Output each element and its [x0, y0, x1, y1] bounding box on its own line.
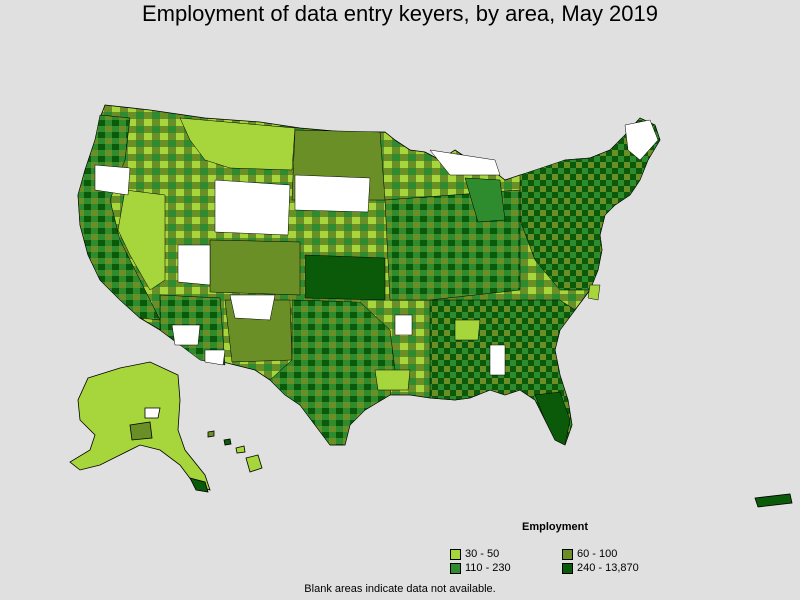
legend-item-4: 240 - 13,870 — [562, 562, 639, 574]
alaska-blank — [144, 407, 161, 419]
region-blank-6 — [204, 349, 226, 366]
hawaii-maui — [235, 445, 246, 454]
footnote: Blank areas indicate data not available. — [304, 583, 496, 595]
region-michigan-upper-blank — [429, 149, 501, 176]
legend-swatch-3 — [450, 562, 461, 574]
legend-swatch-2 — [562, 548, 573, 560]
hawaii-big-island — [245, 454, 263, 473]
legend-swatch-4 — [562, 562, 573, 574]
region-blank-3 — [94, 164, 131, 196]
region-blank-4 — [229, 294, 276, 321]
puerto-rico-shape — [754, 493, 793, 508]
region-light-1 — [587, 284, 601, 301]
legend-label-3: 110 - 230 — [465, 562, 511, 574]
legend-label-4: 240 - 13,870 — [577, 562, 639, 574]
region-florida — [534, 391, 571, 446]
region-blank-2 — [394, 314, 413, 336]
region-maine-blank — [624, 119, 659, 161]
legend-title: Employment — [521, 521, 588, 533]
region-nevada — [117, 189, 166, 291]
region-sd-blank — [294, 174, 371, 213]
region-utah-blank — [177, 244, 211, 286]
region-colorado — [209, 239, 301, 296]
legend-label-1: 30 - 50 — [465, 548, 500, 560]
legend-item-3: 110 - 230 — [450, 562, 511, 574]
region-michigan-lower — [464, 177, 506, 223]
region-wyoming-blank — [214, 179, 291, 236]
hawaii-oahu — [223, 438, 232, 446]
alaska — [69, 361, 211, 493]
alaska-southeast — [189, 477, 209, 493]
region-light-2 — [374, 369, 411, 391]
region-blank-1 — [489, 344, 506, 376]
legend-item-2: 60 - 100 — [562, 548, 617, 560]
region-overlays — [77, 114, 661, 446]
legend-swatch-1 — [450, 548, 461, 560]
hawaii-kauai — [207, 430, 215, 438]
region-texas — [269, 299, 396, 446]
region-blank-5 — [171, 324, 201, 346]
puerto-rico — [754, 493, 793, 508]
region-light-3 — [454, 319, 481, 341]
region-kansas — [304, 254, 386, 301]
alaska-anchorage — [129, 421, 153, 441]
legend-item-1: 30 - 50 — [450, 548, 499, 560]
region-montana — [179, 117, 296, 171]
hawaii — [207, 430, 263, 473]
region-northeast — [519, 117, 661, 291]
legend-label-2: 60 - 100 — [577, 548, 618, 560]
map-title: Employment of data entry keyers, by area… — [141, 1, 659, 26]
